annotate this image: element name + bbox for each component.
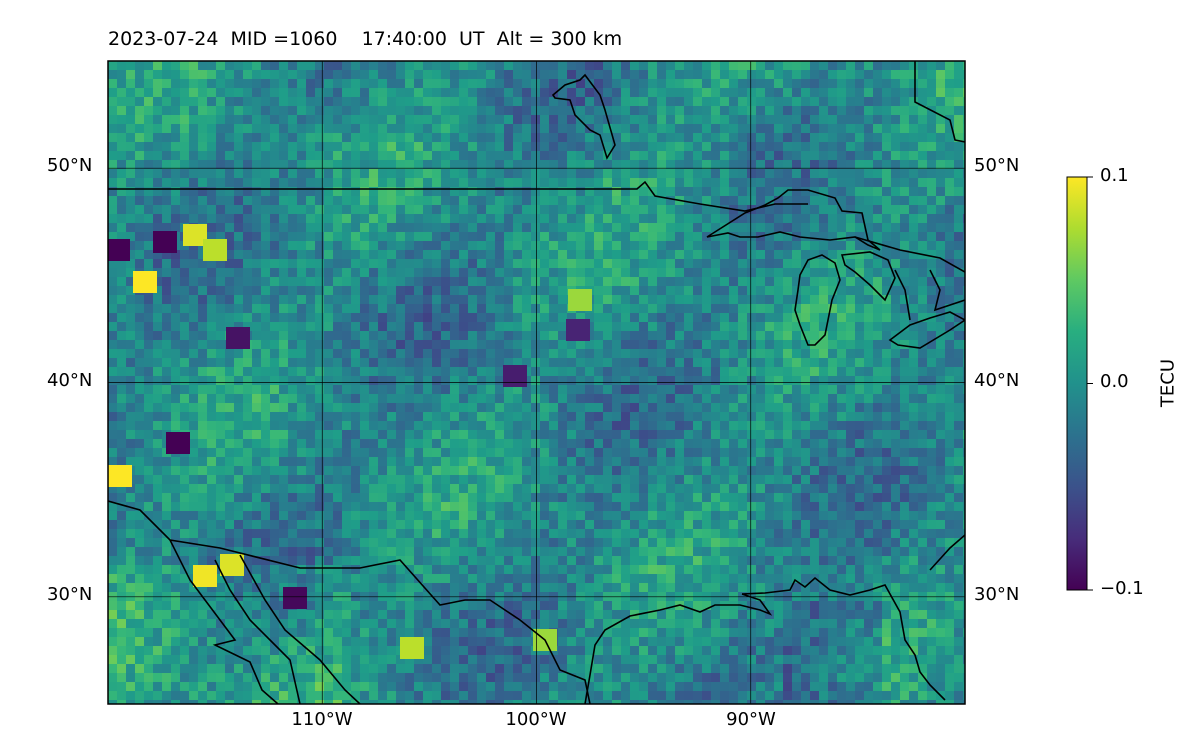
lake-huron-shore [840, 251, 896, 302]
tec-field-pixels [108, 61, 965, 704]
hudson-bay-shore [551, 73, 616, 160]
us-mexico-border [108, 500, 591, 704]
hudson-bay-east-shore [914, 61, 965, 143]
lake-michigan-shore [794, 254, 841, 346]
map-frame [107, 60, 966, 705]
colorbar-tick-label-max: 0.1 [1100, 165, 1129, 186]
lon-label-90w: 90°W [726, 709, 776, 730]
us-canada-border [108, 180, 808, 212]
colorbar-ticks [1087, 176, 1093, 591]
colorbar-tick-label-min: −0.1 [1100, 578, 1144, 599]
lat-label-left-40: 40°N [47, 370, 93, 391]
boundaries [108, 61, 965, 704]
lower-lakes-shore [888, 311, 965, 349]
lat-label-right-40: 40°N [974, 370, 1020, 391]
florida-coast [929, 534, 965, 571]
baja-california-coast [169, 539, 279, 704]
baja-gulf-coast [214, 554, 361, 704]
lat-label-left-30: 30°N [47, 584, 93, 605]
canada-lakes-border [854, 236, 965, 273]
colorbar [1066, 176, 1088, 591]
lat-label-left-50: 50°N [47, 155, 93, 176]
lake-superior-shore [706, 189, 881, 251]
figure-title: 2023-07-24 MID =1060 17:40:00 UT Alt = 3… [108, 28, 623, 50]
lat-label-right-50: 50°N [974, 155, 1020, 176]
lon-label-110w: 110°W [291, 709, 353, 730]
texas-coast [584, 593, 773, 704]
colorbar-title: TECU [1157, 358, 1179, 408]
lat-label-right-30: 30°N [974, 584, 1020, 605]
lon-label-100w: 100°W [505, 709, 567, 730]
gulf-coast [741, 576, 946, 701]
great-lakes-east-shore [894, 269, 965, 321]
colorbar-tick-label-mid: 0.0 [1100, 371, 1129, 392]
